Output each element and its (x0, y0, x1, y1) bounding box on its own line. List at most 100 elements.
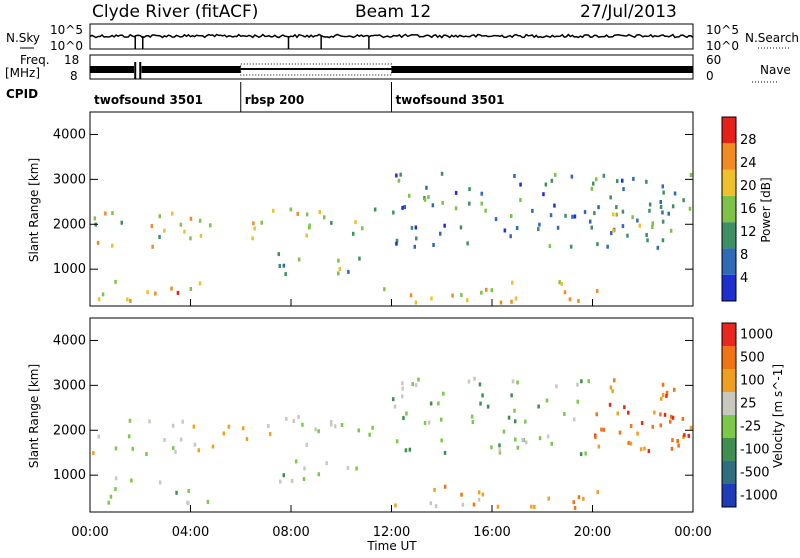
scatter-cell (688, 206, 692, 211)
velocity-colorbar-swatch (722, 369, 736, 392)
power-colorbar-tick-label: 4 (740, 271, 748, 286)
scatter-cell (461, 502, 465, 507)
scatter-cell (187, 489, 190, 493)
scatter-cell (597, 444, 601, 449)
scatter-cell (423, 421, 427, 425)
power-colorbar-label: Power [dB] (759, 177, 773, 242)
scatter-cell (671, 415, 675, 420)
scatter-cell (163, 228, 166, 233)
scatter-cell (179, 222, 183, 227)
velocity-colorbar-tick-label: 100 (740, 374, 765, 389)
scatter-cell (346, 465, 350, 470)
scatter-cell (460, 293, 463, 297)
scatter-cell (107, 500, 110, 505)
scatter-cell (511, 379, 515, 384)
scatter-cell (480, 201, 483, 206)
scatter-cell (158, 214, 161, 219)
scatter-cell (148, 419, 151, 424)
velocity-colorbar-swatch (722, 392, 736, 415)
scatter-cell (434, 504, 438, 509)
power-colorbar-swatch (722, 274, 736, 301)
scatter-cell (646, 238, 649, 243)
scatter-cell (597, 205, 600, 210)
scatter-cell (689, 425, 693, 430)
scatter-cell (314, 427, 317, 432)
scatter-cell (563, 290, 567, 295)
scatter-cell (563, 412, 566, 416)
scatter-cell (609, 385, 613, 390)
scatter-cell (612, 228, 615, 233)
scatter-cell (545, 398, 549, 403)
scatter-cell (596, 242, 599, 247)
scatter-cell (409, 293, 413, 298)
scatter-cell (636, 218, 639, 223)
scatter-cell (454, 206, 458, 211)
scatter-cell (525, 440, 528, 445)
scatter-cell (278, 264, 281, 268)
cpid-row: twofsound 3501 rbsp 200 twofsound 3501 (94, 82, 504, 112)
scatter-cell (490, 445, 493, 450)
scatter-cell (146, 290, 149, 295)
velocity-colorbar-tick-label: 500 (740, 351, 765, 366)
station-title: Clyde River (fitACF) (92, 2, 258, 22)
scatter-cell (429, 501, 433, 506)
scatter-cell (661, 393, 665, 397)
velocity-colorbar-label: Velocity [m s^-1] (771, 364, 785, 468)
freq-label: Freq. (20, 53, 50, 67)
scatter-cell (572, 500, 575, 505)
scatter-cell (171, 423, 175, 428)
scatter-cell (111, 243, 114, 248)
scatter-cell (673, 191, 677, 196)
velocity-colorbar-swatch (722, 461, 736, 484)
scatter-cell (665, 393, 668, 398)
scatter-cell (368, 432, 371, 437)
scatter-cell (427, 195, 430, 200)
scatter-cell (340, 423, 344, 427)
scatter-cell (440, 438, 443, 443)
scatter-cell (653, 410, 656, 415)
scatter-cell (481, 492, 485, 497)
scatter-cell (227, 424, 231, 429)
scatter-cell (496, 504, 500, 509)
scatter-cell (414, 383, 418, 388)
scatter-cell (568, 297, 572, 302)
scatter-cell (114, 279, 117, 284)
scatter-cell (192, 424, 196, 429)
scatter-cell (451, 293, 454, 298)
scatter-cell (358, 256, 361, 261)
scatter-cell (395, 241, 398, 246)
scatter-cell (401, 386, 404, 391)
scatter-cell (602, 427, 606, 432)
scatter-cell (323, 215, 326, 220)
velocity-panel: 1000 2000 3000 4000 Slant Range [km] (27, 317, 694, 513)
scatter-cell (150, 224, 154, 229)
scatter-cell (611, 389, 614, 394)
scatter-cell (573, 214, 577, 219)
x-tick-label: 16:00 (473, 525, 510, 540)
cpid-segment-label: twofsound 3501 (396, 93, 505, 107)
scatter-cell (252, 221, 255, 226)
scatter-cell (550, 441, 553, 446)
power-y-label: Slant Range [km] (27, 158, 41, 262)
scatter-cell (602, 173, 606, 178)
y-tick-label: 3000 (53, 378, 86, 393)
scatter-cell (689, 173, 693, 177)
scatter-cell (292, 419, 295, 423)
scatter-cell (477, 490, 481, 495)
scatter-cell (318, 210, 321, 215)
scatter-cell (490, 288, 493, 293)
scatter-cell (681, 416, 685, 421)
scatter-cell (515, 226, 519, 230)
scatter-cell (480, 290, 483, 295)
scatter-cell (513, 408, 516, 413)
scatter-cell (502, 429, 506, 434)
scatter-cell (305, 442, 308, 447)
scatter-cell (354, 220, 357, 225)
scatter-cell (589, 219, 592, 224)
scatter-cell (556, 225, 560, 230)
scatter-cell (355, 466, 358, 471)
scatter-cell (468, 201, 471, 206)
scatter-cell (277, 252, 280, 257)
scatter-cell (638, 223, 641, 228)
scatter-cell (338, 267, 341, 271)
